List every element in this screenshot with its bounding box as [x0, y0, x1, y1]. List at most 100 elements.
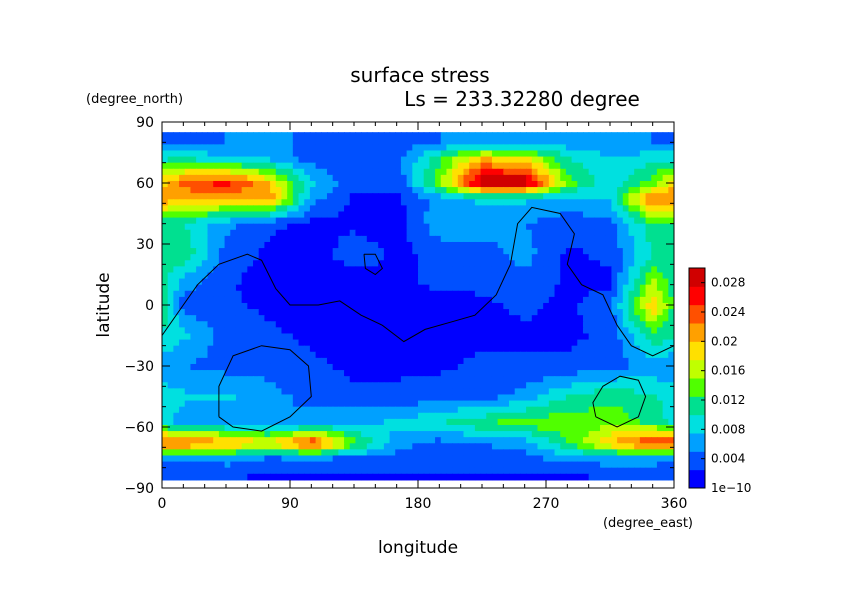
heatmap-cell — [349, 357, 357, 365]
heatmap-cell — [258, 193, 265, 200]
heatmap-cell — [213, 339, 220, 347]
heatmap-cell — [651, 424, 658, 432]
heatmap-cell — [622, 461, 630, 469]
heatmap-cell — [565, 406, 573, 414]
heatmap-cell — [651, 260, 658, 267]
heatmap-cell — [463, 266, 470, 274]
heatmap-cell — [241, 418, 248, 426]
heatmap-cell — [332, 241, 339, 249]
heatmap-cell — [423, 443, 430, 450]
heatmap-cell — [366, 467, 374, 475]
heatmap-cell — [383, 388, 391, 396]
heatmap-cell — [224, 467, 231, 475]
heatmap-cell — [611, 217, 618, 225]
heatmap-cell — [247, 296, 254, 304]
heatmap-cell — [184, 278, 192, 286]
heatmap-cell — [264, 412, 271, 420]
heatmap-cell — [582, 437, 590, 444]
heatmap-cell — [651, 296, 658, 304]
heatmap-cell — [179, 315, 186, 322]
heatmap-cell — [162, 205, 169, 213]
heatmap-cell — [190, 418, 197, 426]
heatmap-cell — [457, 388, 465, 396]
heatmap-cell — [514, 241, 521, 249]
heatmap-cell — [326, 424, 334, 432]
heatmap-cell — [207, 168, 214, 176]
heatmap-cell — [554, 400, 561, 408]
heatmap-cell — [554, 144, 561, 152]
heatmap-cell — [287, 363, 294, 371]
heatmap-cell — [366, 241, 374, 249]
heatmap-cell — [179, 388, 186, 396]
heatmap-cell — [486, 357, 493, 365]
heatmap-cell — [173, 180, 180, 188]
heatmap-cell — [304, 132, 311, 139]
heatmap-cell — [463, 321, 470, 328]
heatmap-cell — [224, 156, 231, 164]
heatmap-cell — [440, 156, 448, 164]
heatmap-cell — [617, 382, 624, 389]
heatmap-cell — [258, 339, 265, 347]
heatmap-cell — [440, 363, 448, 371]
heatmap-cell — [600, 351, 607, 359]
heatmap-cell — [389, 309, 396, 316]
heatmap-cell — [184, 260, 192, 267]
heatmap-cell — [423, 309, 430, 316]
heatmap-cell — [230, 351, 237, 359]
heatmap-cell — [309, 144, 317, 152]
heatmap-cell — [503, 461, 510, 469]
heatmap-cell — [383, 376, 391, 383]
heatmap-cell — [463, 394, 470, 402]
heatmap-cell — [270, 333, 277, 341]
heatmap-cell — [190, 339, 197, 347]
heatmap-cell — [452, 443, 459, 450]
heatmap-cell — [372, 180, 379, 188]
heatmap-cell — [582, 461, 590, 469]
heatmap-cell — [418, 168, 425, 176]
heatmap-cell — [548, 290, 556, 298]
heatmap-cell — [406, 321, 413, 328]
heatmap-cell — [446, 394, 453, 402]
heatmap-cell — [344, 309, 351, 316]
heatmap-cell — [264, 449, 271, 457]
heatmap-cell — [588, 443, 595, 450]
heatmap-cell — [611, 418, 618, 426]
heatmap-cell — [173, 217, 180, 225]
heatmap-cell — [190, 296, 197, 304]
heatmap-cell — [235, 278, 243, 286]
heatmap-cell — [423, 333, 430, 341]
heatmap-cell — [400, 370, 408, 377]
heatmap-cell — [531, 394, 539, 402]
heatmap-cell — [531, 168, 539, 176]
heatmap-cell — [378, 388, 385, 396]
heatmap-cell — [554, 248, 561, 255]
heatmap-cell — [457, 272, 465, 280]
heatmap-cell — [509, 437, 516, 444]
heatmap-cell — [537, 412, 544, 420]
heatmap-cell — [531, 455, 539, 463]
heatmap-cell — [588, 418, 595, 426]
heatmap-cell — [224, 437, 231, 444]
heatmap-cell — [361, 382, 368, 389]
heatmap-cell — [463, 461, 470, 469]
heatmap-cell — [304, 272, 311, 280]
heatmap-cell — [281, 193, 288, 200]
heatmap-cell — [406, 333, 413, 341]
heatmap-cell — [372, 302, 379, 310]
heatmap-cell — [634, 302, 641, 310]
heatmap-cell — [548, 333, 556, 341]
heatmap-cell — [571, 296, 578, 304]
heatmap-cell — [662, 455, 669, 463]
heatmap-cell — [332, 461, 339, 469]
heatmap-cell — [662, 370, 669, 377]
heatmap-cell — [509, 431, 516, 438]
heatmap-cell — [298, 461, 305, 469]
heatmap-cell — [173, 388, 180, 396]
heatmap-cell — [474, 260, 482, 267]
heatmap-cell — [400, 248, 408, 255]
heatmap-cell — [235, 382, 243, 389]
heatmap-cell — [230, 418, 237, 426]
heatmap-cell — [321, 302, 328, 310]
heatmap-cell — [190, 266, 197, 274]
heatmap-cell — [383, 144, 391, 152]
